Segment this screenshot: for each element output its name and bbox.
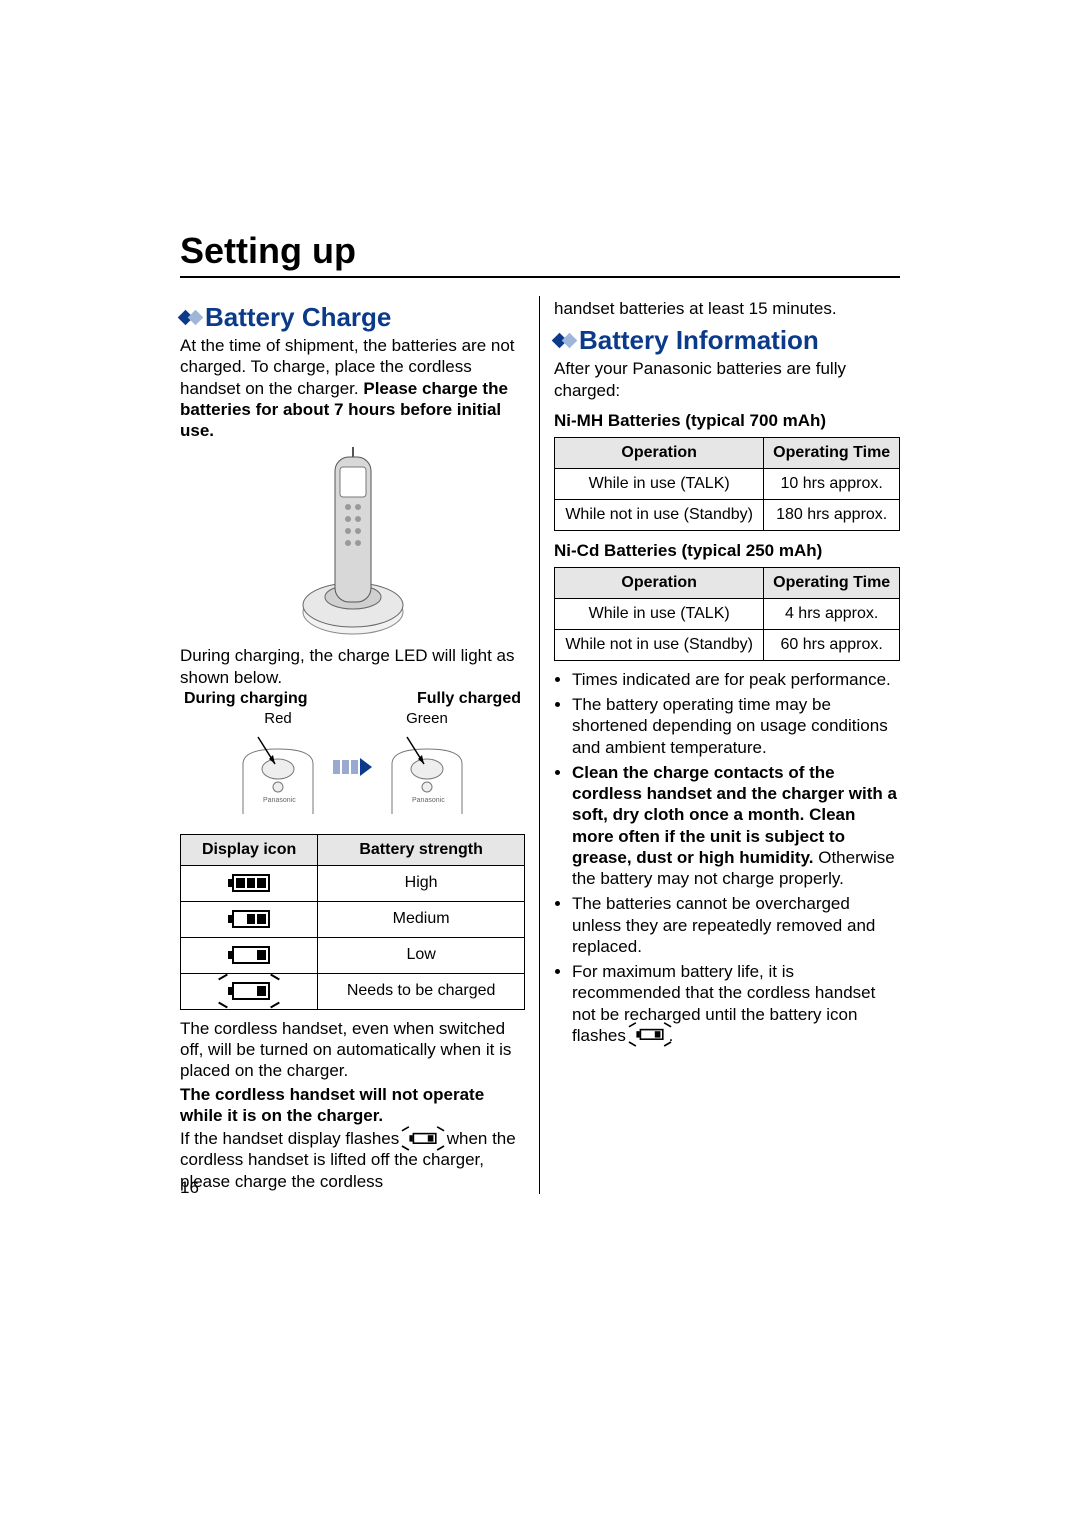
nimh-table: Operation Operating Time While in use (T…	[554, 437, 900, 531]
cell-time: 180 hrs approx.	[764, 499, 900, 530]
label-high: High	[318, 865, 525, 901]
th-display-icon: Display icon	[181, 834, 318, 865]
battery-medium-icon	[228, 910, 270, 928]
handset-on-charger-icon	[288, 447, 418, 637]
battery-flash-inline-icon	[409, 1132, 436, 1143]
diamond-icon	[188, 310, 204, 326]
section-battery-charge-title: Battery Charge	[205, 302, 391, 333]
battery-low-icon	[228, 946, 270, 964]
after-table-text-2: The cordless handset will not operate wh…	[180, 1084, 525, 1127]
battery-high-icon	[228, 874, 270, 892]
diamond-icon	[562, 333, 578, 349]
th-operating-time: Operating Time	[764, 567, 900, 598]
table-row: While not in use (Standby) 180 hrs appro…	[555, 499, 900, 530]
cell-time: 10 hrs approx.	[764, 468, 900, 499]
list-item: Clean the charge contacts of the cordles…	[572, 762, 900, 890]
section-battery-charge-head: Battery Charge	[180, 302, 525, 333]
led-text: During charging, the charge LED will lig…	[180, 645, 525, 688]
label-low: Low	[318, 937, 525, 973]
green-label: Green	[382, 710, 472, 727]
cell-op: While not in use (Standby)	[555, 499, 764, 530]
arrow-icon	[333, 758, 372, 776]
title-rule	[180, 276, 900, 278]
fully-charged-label: Fully charged	[417, 690, 521, 708]
nicd-title: Ni-Cd Batteries (typical 250 mAh)	[554, 541, 900, 561]
left-column: Battery Charge At the time of shipment, …	[180, 296, 540, 1194]
page-number: 16	[180, 1178, 199, 1198]
right-column: handset batteries at least 15 minutes. B…	[540, 296, 900, 1194]
during-charging-label: During charging	[184, 690, 308, 708]
th-battery-strength: Battery strength	[318, 834, 525, 865]
cell-time: 60 hrs approx.	[764, 629, 900, 660]
note-part: For maximum battery life, it is recommen…	[572, 962, 875, 1045]
list-item: The batteries cannot be overcharged unle…	[572, 893, 900, 957]
th-operation: Operation	[555, 567, 764, 598]
table-row: Needs to be charged	[181, 973, 525, 1009]
label-medium: Medium	[318, 901, 525, 937]
info-intro: After your Panasonic batteries are fully…	[554, 358, 900, 401]
continuation-text: handset batteries at least 15 minutes.	[554, 298, 900, 319]
cell-op: While not in use (Standby)	[555, 629, 764, 660]
th-operating-time: Operating Time	[764, 437, 900, 468]
svg-text:Panasonic: Panasonic	[412, 797, 445, 804]
table-row: While in use (TALK) 10 hrs approx.	[555, 468, 900, 499]
battery-flash-inline-icon	[636, 1029, 663, 1040]
notes-list: Times indicated are for peak performance…	[554, 669, 900, 1046]
display-icon-table: Display icon Battery strength High Mediu…	[180, 834, 525, 1010]
nimh-title: Ni-MH Batteries (typical 700 mAh)	[554, 411, 900, 431]
cell-op: While in use (TALK)	[555, 468, 764, 499]
page-title: Setting up	[180, 230, 900, 272]
label-needs-charge: Needs to be charged	[318, 973, 525, 1009]
section-battery-info-title: Battery Information	[579, 325, 819, 356]
th-operation: Operation	[555, 437, 764, 468]
table-row: While not in use (Standby) 60 hrs approx…	[555, 629, 900, 660]
list-item: The battery operating time may be shorte…	[572, 694, 900, 758]
charger-states-figure: Red Panasonic Green	[180, 710, 525, 824]
section-battery-info-head: Battery Information	[554, 325, 900, 356]
list-item: For maximum battery life, it is recommen…	[572, 961, 900, 1046]
after-table-text-3: If the handset display flashes when the …	[180, 1128, 525, 1192]
battery-flash-icon	[228, 982, 270, 1000]
handset-on-charger-figure	[180, 447, 525, 637]
list-item: Times indicated are for peak performance…	[572, 669, 900, 690]
after-table-text-1: The cordless handset, even when switched…	[180, 1018, 525, 1082]
text-part: If the handset display flashes	[180, 1129, 404, 1148]
nicd-table: Operation Operating Time While in use (T…	[554, 567, 900, 661]
cell-time: 4 hrs approx.	[764, 598, 900, 629]
red-label: Red	[233, 710, 323, 727]
cell-op: While in use (TALK)	[555, 598, 764, 629]
table-row: High	[181, 865, 525, 901]
charger-green-icon: Panasonic	[382, 729, 472, 819]
table-row: Low	[181, 937, 525, 973]
table-row: Medium	[181, 901, 525, 937]
table-row: While in use (TALK) 4 hrs approx.	[555, 598, 900, 629]
intro-text: At the time of shipment, the batteries a…	[180, 335, 525, 441]
svg-text:Panasonic: Panasonic	[263, 797, 296, 804]
charger-red-icon: Panasonic	[233, 729, 323, 819]
